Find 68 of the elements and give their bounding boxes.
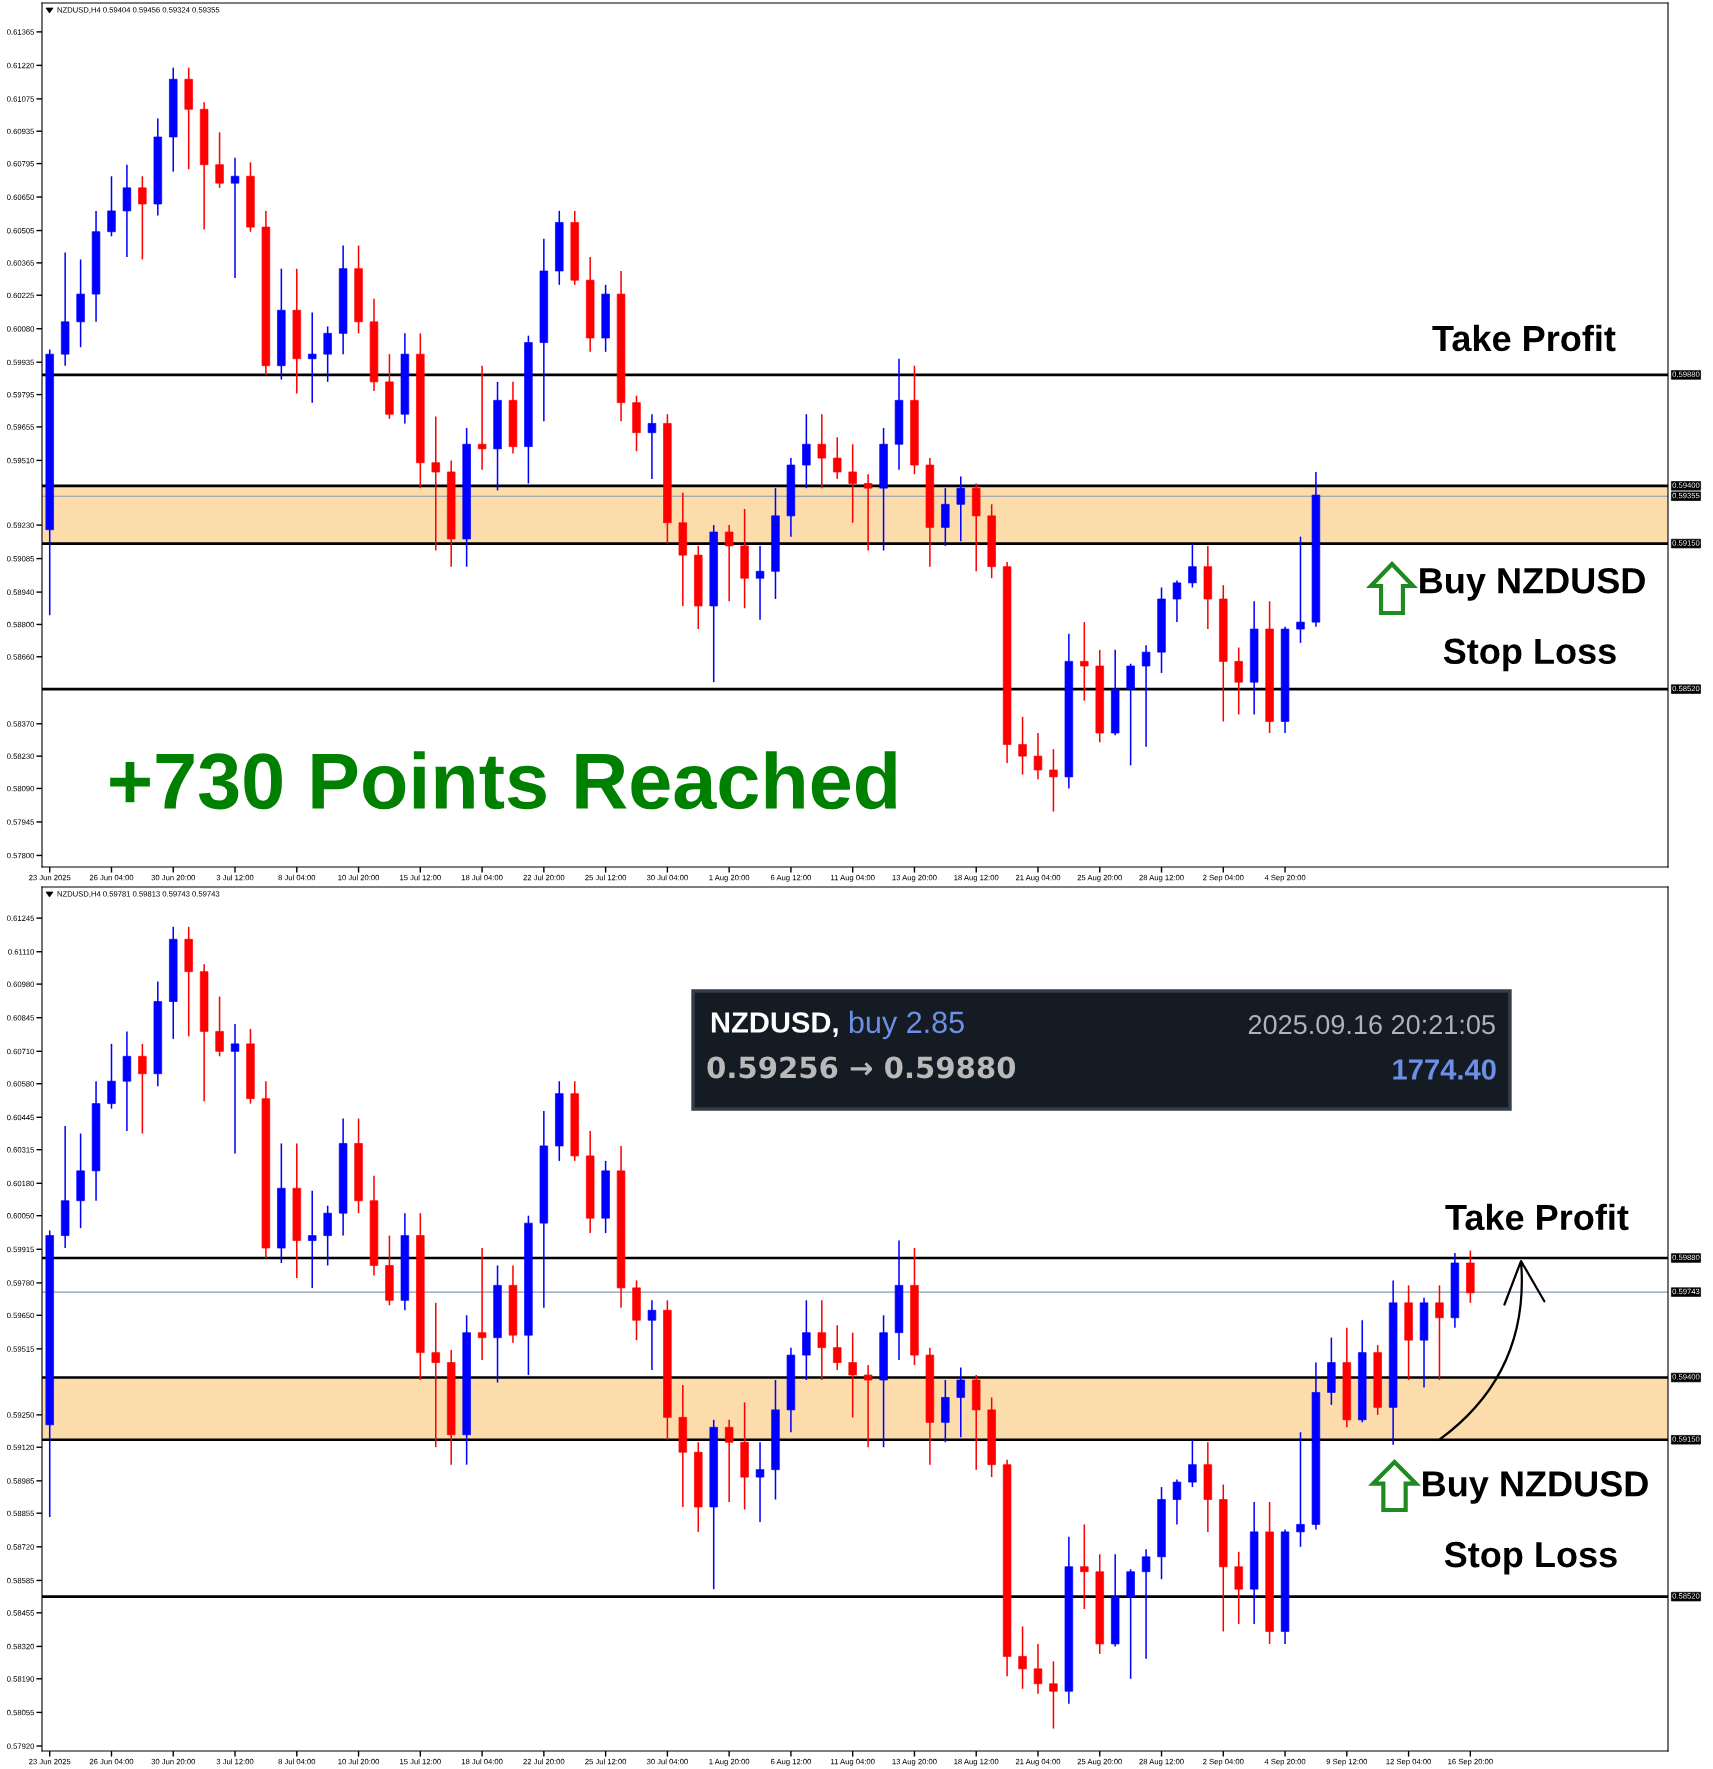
candlestick	[1296, 535, 1305, 644]
annotation: Buy NZDUSD	[1420, 567, 1645, 601]
candlestick	[107, 175, 116, 238]
candlestick	[477, 1247, 487, 1361]
annotation: Take Profit	[1445, 1203, 1629, 1231]
annotation: +730 Points Reached	[110, 751, 896, 810]
candlestick	[1049, 1660, 1058, 1730]
candlestick	[1141, 644, 1151, 748]
candlestick	[138, 1043, 147, 1135]
candlestick	[863, 473, 873, 552]
candlestick	[138, 175, 147, 261]
candlestick	[308, 1190, 317, 1289]
annotation: NZDUSD,	[711, 1012, 838, 1038]
annotation: 1774.40	[1393, 1059, 1496, 1080]
candlestick	[431, 1302, 440, 1448]
candlestick	[647, 413, 657, 480]
candlestick	[1126, 662, 1135, 767]
candlestick	[1033, 1643, 1043, 1695]
candlestick	[755, 545, 765, 621]
candlestick	[956, 475, 965, 543]
candlestick	[1435, 1284, 1444, 1381]
candlestick	[323, 1204, 332, 1267]
candlestick	[1234, 646, 1243, 716]
candlestick	[724, 524, 734, 603]
candlestick	[477, 364, 487, 471]
candlestick	[802, 1299, 811, 1381]
candlestick	[647, 1299, 657, 1371]
candlestick	[431, 415, 440, 552]
annotation: Buy NZDUSD	[1423, 1471, 1648, 1504]
candlestick	[1141, 1548, 1151, 1660]
candlestick	[755, 1441, 765, 1523]
candlestick	[215, 995, 224, 1058]
candlestick	[1172, 579, 1182, 623]
candlestick	[724, 1419, 734, 1503]
candlestick	[848, 443, 857, 524]
candlestick	[215, 131, 224, 189]
candlestick	[817, 1299, 827, 1381]
candlestick	[817, 413, 827, 489]
annotation: buy 2.85	[849, 1010, 964, 1040]
candlestick	[833, 1324, 842, 1371]
candlestick	[1018, 716, 1027, 776]
candlestick	[308, 311, 317, 404]
candlestick	[230, 157, 240, 279]
candlestick	[1172, 1478, 1182, 1526]
candlestick	[1080, 1523, 1089, 1610]
candlestick	[122, 163, 132, 258]
candlestick	[107, 1043, 116, 1110]
candlestick	[323, 325, 332, 383]
candlestick	[230, 1023, 240, 1155]
candlestick	[1188, 542, 1197, 589]
candlestick	[1049, 748, 1058, 813]
candlestick	[1188, 1438, 1197, 1488]
annotation: Take Profit	[1432, 324, 1616, 352]
candlestick	[1296, 1431, 1305, 1548]
candlestick	[941, 487, 950, 547]
candlestick	[863, 1364, 873, 1448]
candlestick	[848, 1331, 857, 1419]
annotation: 0.59256 → 0.59880	[707, 1056, 1016, 1079]
annotation: 2025.09.16 20:21:05	[1248, 1015, 1495, 1035]
candlestick	[1080, 621, 1089, 702]
candlestick	[833, 436, 842, 480]
annotation: Stop Loss	[1444, 1541, 1617, 1575]
annotation: Stop Loss	[1443, 638, 1616, 672]
candlestick	[1234, 1551, 1243, 1625]
candlestick	[956, 1366, 965, 1439]
candlestick	[1018, 1625, 1027, 1690]
candlestick	[1033, 732, 1043, 780]
candlestick	[802, 413, 811, 489]
